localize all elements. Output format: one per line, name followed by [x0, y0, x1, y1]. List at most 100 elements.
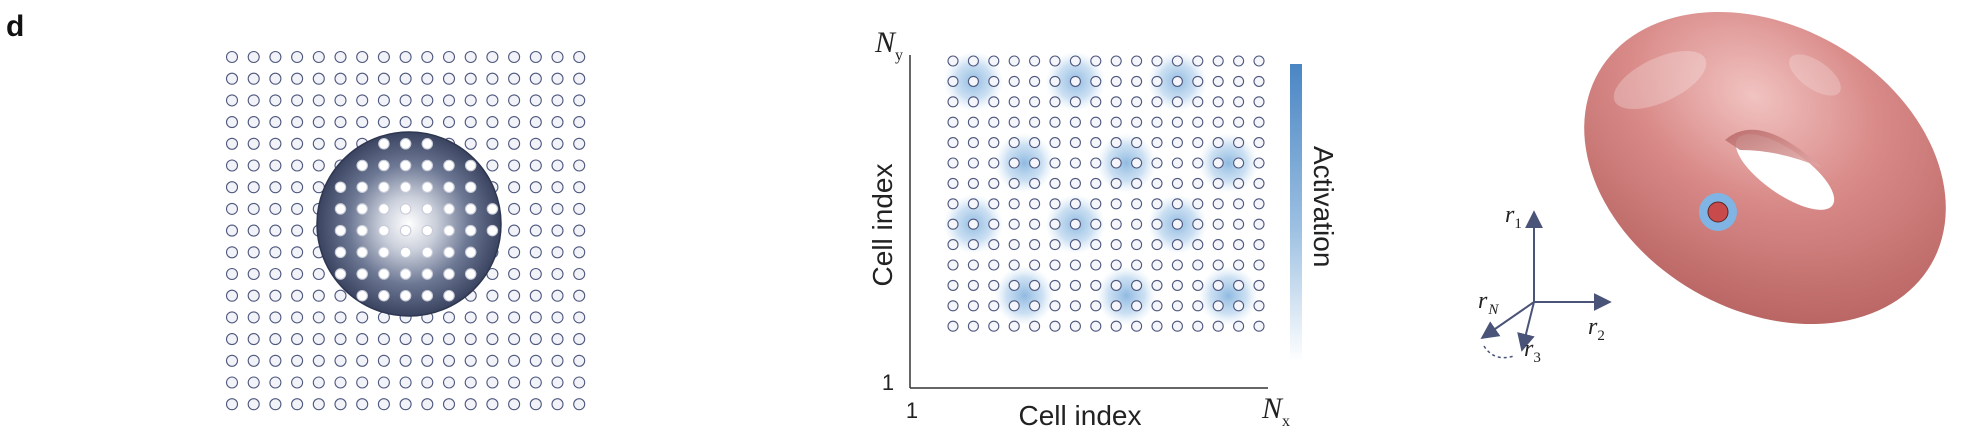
neuron-dot	[399, 354, 412, 367]
neuron-dot	[247, 333, 260, 346]
neuron-dot	[247, 354, 260, 367]
neuron-dot	[291, 137, 304, 150]
neuron-dot	[377, 354, 390, 367]
bump-neuron-dot	[421, 246, 434, 259]
cell-dot	[988, 320, 1000, 332]
neuron-dot	[247, 398, 260, 411]
neuron-dot	[269, 137, 282, 150]
activation-bump	[1198, 133, 1259, 193]
neuron-dot	[551, 376, 564, 389]
cell-dot	[1049, 218, 1061, 230]
neuron-dot	[573, 311, 586, 324]
cell-dot	[1253, 300, 1265, 312]
cell-dot	[988, 137, 1000, 149]
neuron-dot	[573, 354, 586, 367]
torus-inner-surface	[1725, 129, 1822, 168]
cell-dot	[1253, 157, 1265, 169]
neuron-dot	[291, 116, 304, 129]
neuron-dot	[551, 94, 564, 107]
neuron-dot	[247, 246, 260, 259]
cell-dot	[1008, 55, 1020, 67]
bump-neuron-dot	[334, 246, 347, 259]
neuron-dot	[551, 137, 564, 150]
neuron-dot	[573, 50, 586, 64]
neuron-dot	[247, 116, 260, 129]
neuron-dot	[291, 246, 304, 259]
neuron-dot	[508, 202, 521, 215]
cell-dot	[1008, 157, 1020, 169]
neuron-dot	[573, 159, 586, 172]
bump-neuron-dot	[421, 268, 434, 280]
bump-neuron-dot	[421, 159, 434, 172]
r2-label: r2	[1588, 314, 1605, 344]
cell-dot	[1192, 157, 1204, 169]
neuron-dot	[573, 202, 586, 215]
bump-neuron-dot	[334, 203, 347, 215]
neuron-dot	[442, 94, 456, 107]
rN-label: rN	[1478, 288, 1499, 318]
bump-neuron-dot	[356, 246, 368, 259]
neuron-dot	[356, 354, 369, 367]
neuron-dot	[442, 50, 456, 64]
cell-dot	[1008, 96, 1020, 108]
neuron-dot	[334, 289, 347, 302]
cell-dot	[967, 259, 979, 271]
neuron-dot	[291, 72, 304, 85]
neuron-dot	[291, 50, 304, 64]
cell-dot	[1212, 96, 1224, 108]
cell-dot	[1131, 198, 1143, 210]
cell-dot	[988, 177, 1000, 189]
bump-neuron-dot	[399, 268, 412, 280]
neuron-dot	[247, 50, 260, 64]
cell-dot	[1151, 300, 1163, 312]
neuron-dot	[529, 159, 542, 172]
cell-dot	[1090, 137, 1102, 149]
neuron-dot	[442, 376, 456, 389]
neuron-dot	[334, 94, 347, 107]
cell-dot	[1192, 259, 1204, 271]
neuron-dot	[421, 354, 434, 367]
cell-dot	[1090, 259, 1102, 271]
neuron-dot	[551, 246, 564, 259]
cell-dot	[1090, 55, 1102, 67]
cell-dot	[967, 198, 979, 210]
cell-dot	[1212, 116, 1224, 128]
cell-dot	[1131, 218, 1143, 230]
neuron-dot	[225, 50, 239, 64]
neuron-dot	[356, 311, 369, 324]
cell-dot	[988, 279, 1000, 291]
bump-neuron-dot	[356, 203, 368, 215]
cell-dot	[1069, 218, 1081, 230]
neuron-dot	[334, 137, 347, 150]
cell-dot	[1233, 239, 1245, 251]
bump-neuron-dot	[356, 224, 368, 237]
cell-dot	[1090, 157, 1102, 169]
cell-dot	[1151, 320, 1163, 332]
neuron-dot	[551, 72, 564, 85]
neuron-dot	[551, 224, 564, 237]
neuron-dot	[247, 181, 260, 194]
bump-neuron-dot	[378, 268, 390, 280]
cell-dot	[1090, 320, 1102, 332]
cell-dot	[1110, 96, 1122, 108]
activation-bump	[994, 133, 1055, 193]
cell-dot	[1192, 218, 1204, 230]
cell-dot	[1049, 177, 1061, 189]
cell-dot	[1212, 177, 1224, 189]
cell-dot	[1131, 239, 1143, 251]
cell-dot	[1192, 75, 1204, 87]
cell-dot	[1233, 259, 1245, 271]
neuron-dot	[225, 246, 239, 259]
bump-neuron-dot	[443, 159, 455, 172]
neural-sheet-panel	[225, 50, 586, 411]
cell-dot	[1110, 218, 1122, 230]
neuron-dot	[225, 116, 239, 129]
cell-dot	[1171, 96, 1183, 108]
neuron-dot	[269, 224, 282, 237]
cell-dot	[1069, 157, 1081, 169]
cell-dot	[1008, 259, 1020, 271]
cell-dot	[1110, 320, 1122, 332]
cell-dot	[1110, 177, 1122, 189]
activation-bump	[1096, 133, 1157, 193]
